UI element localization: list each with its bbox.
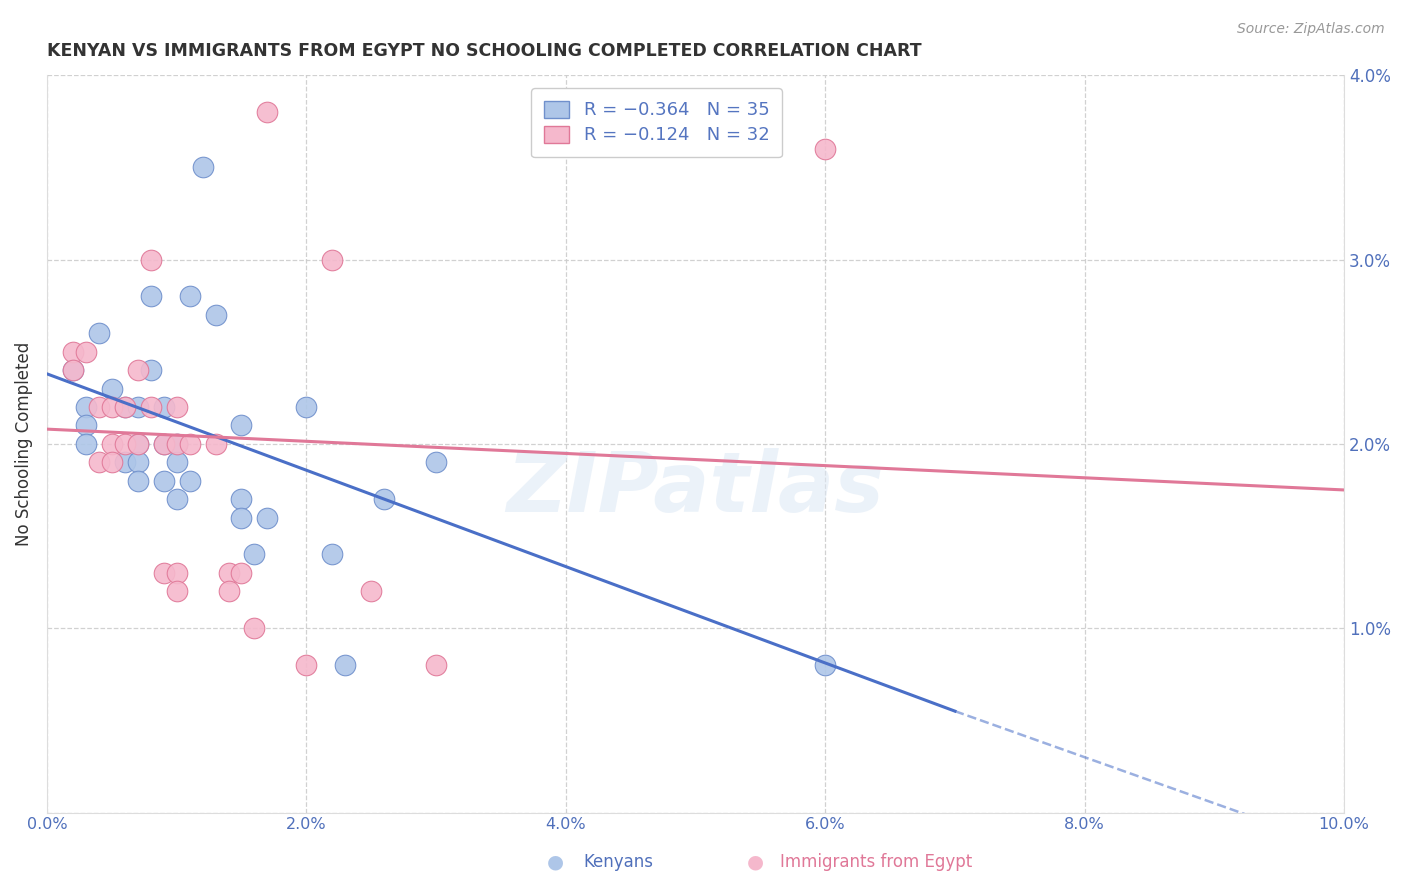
Point [100,382,122,396]
Point [231,566,253,580]
Text: Source: ZipAtlas.com: Source: ZipAtlas.com [1237,22,1385,37]
Point [127,474,149,488]
Point [231,492,253,507]
Point [243,621,266,635]
Point [179,437,201,451]
Point [114,455,136,469]
Point [295,400,318,414]
Point [100,400,122,414]
Point [814,658,837,673]
Point [152,566,174,580]
Point [62,363,84,377]
Point [166,400,188,414]
Point [814,142,837,156]
Point [256,105,278,120]
Point [114,400,136,414]
Point [335,658,357,673]
Point [139,252,162,267]
Text: KENYAN VS IMMIGRANTS FROM EGYPT NO SCHOOLING COMPLETED CORRELATION CHART: KENYAN VS IMMIGRANTS FROM EGYPT NO SCHOO… [46,42,921,60]
Point [204,437,226,451]
Point [321,252,343,267]
Point [231,418,253,433]
Point [152,400,174,414]
Point [100,437,122,451]
Point [62,344,84,359]
Point [62,363,84,377]
Point [166,584,188,599]
Point [166,492,188,507]
Point [166,455,188,469]
Point [127,400,149,414]
Point [75,437,97,451]
Text: ●: ● [547,852,564,871]
Point [321,548,343,562]
Point [425,658,447,673]
Point [127,437,149,451]
Point [75,418,97,433]
Text: Immigrants from Egypt: Immigrants from Egypt [780,853,973,871]
Text: ●: ● [747,852,763,871]
Point [87,400,110,414]
Point [87,455,110,469]
Point [231,510,253,524]
Point [179,289,201,303]
Point [166,566,188,580]
Point [179,474,201,488]
Point [425,455,447,469]
Point [166,437,188,451]
Point [373,492,395,507]
Point [360,584,382,599]
Point [256,510,278,524]
Point [204,308,226,322]
Text: ZIPatlas: ZIPatlas [506,448,884,529]
Text: Kenyans: Kenyans [583,853,654,871]
Point [127,437,149,451]
Point [166,437,188,451]
Point [87,326,110,341]
Point [139,363,162,377]
Point [75,400,97,414]
Point [100,455,122,469]
Point [218,584,240,599]
Point [127,455,149,469]
Point [139,400,162,414]
Point [152,437,174,451]
Point [127,363,149,377]
Y-axis label: No Schooling Completed: No Schooling Completed [15,342,32,546]
Point [114,400,136,414]
Point [152,437,174,451]
Point [75,344,97,359]
Point [152,474,174,488]
Point [191,161,214,175]
Point [218,566,240,580]
Point [139,289,162,303]
Point [295,658,318,673]
Point [114,437,136,451]
Legend: R = −0.364   N = 35, R = −0.124   N = 32: R = −0.364 N = 35, R = −0.124 N = 32 [531,88,782,157]
Point [243,548,266,562]
